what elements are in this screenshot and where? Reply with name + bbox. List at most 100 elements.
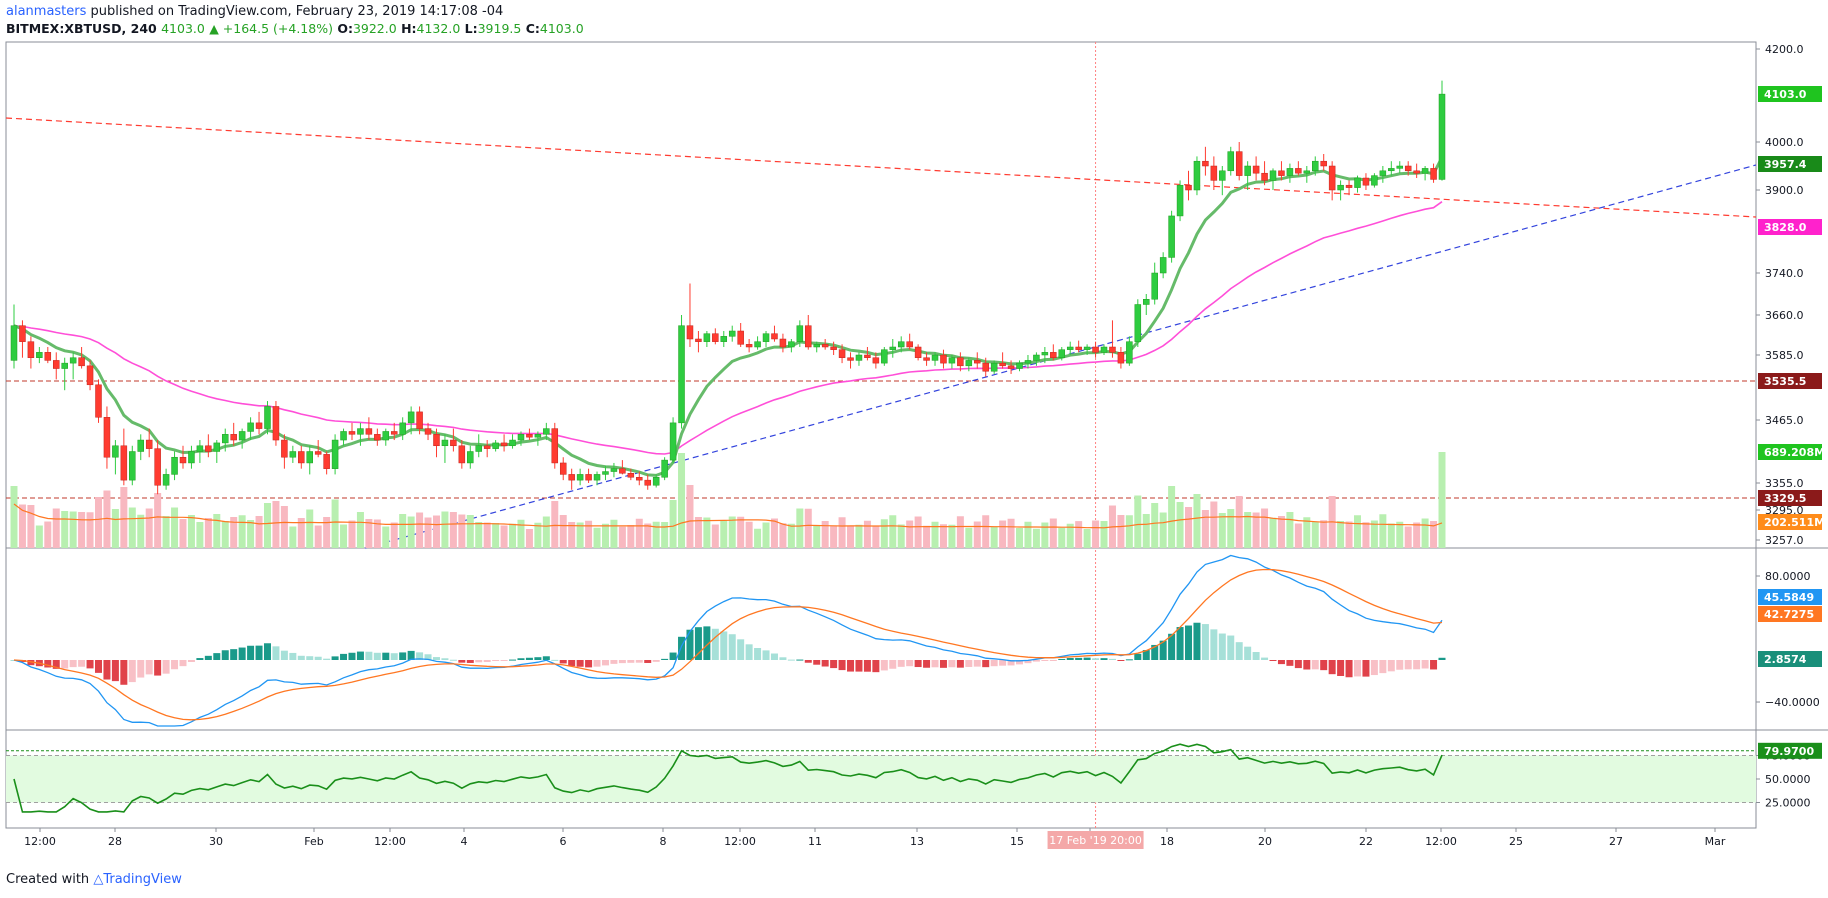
candle-body bbox=[838, 349, 846, 358]
volume-bar bbox=[1430, 521, 1438, 548]
candle-body bbox=[517, 434, 525, 441]
macd-bar bbox=[272, 646, 280, 660]
volume-bar bbox=[999, 520, 1007, 548]
macd-bar bbox=[247, 645, 255, 660]
volume-bar bbox=[492, 523, 500, 548]
volume-bar bbox=[923, 525, 931, 548]
price-badge bbox=[1758, 444, 1822, 460]
candle-body bbox=[1303, 170, 1311, 174]
macd-bar bbox=[990, 660, 998, 667]
volume-bar bbox=[542, 516, 550, 548]
tradingview-brand[interactable]: TradingView bbox=[103, 872, 182, 887]
author-link[interactable]: alanmasters bbox=[6, 4, 87, 19]
volume-bar bbox=[585, 520, 593, 548]
volume-bar bbox=[1413, 522, 1421, 548]
candle-body bbox=[957, 357, 964, 367]
macd-bar bbox=[323, 658, 331, 660]
volume-bar bbox=[145, 508, 153, 548]
candle-body bbox=[1286, 168, 1294, 176]
macd-bar bbox=[956, 660, 964, 668]
candle-body bbox=[1050, 352, 1057, 358]
candle-body bbox=[238, 431, 246, 441]
macd-bar bbox=[678, 636, 686, 660]
macd-bar bbox=[999, 660, 1007, 666]
symbol-label[interactable]: BITMEX:XBTUSD, 240 bbox=[6, 21, 157, 36]
candle-body bbox=[1269, 170, 1277, 181]
volume-bar bbox=[762, 522, 770, 548]
volume-bar bbox=[69, 511, 77, 548]
volume-bar bbox=[956, 516, 964, 548]
candle-body bbox=[1033, 354, 1040, 361]
macd-bar bbox=[1286, 660, 1294, 666]
volume-bar bbox=[517, 519, 525, 548]
candle-body bbox=[619, 468, 626, 474]
x-tick-label: 28 bbox=[108, 835, 122, 848]
macd-bar bbox=[770, 653, 778, 660]
macd-bar bbox=[1303, 660, 1311, 670]
candle-body bbox=[1083, 346, 1091, 350]
macd-bar bbox=[1125, 659, 1133, 661]
macd-bar bbox=[525, 657, 533, 660]
rsi-badge-label: 79.9700 bbox=[1764, 745, 1814, 758]
macd-bar bbox=[179, 660, 187, 667]
candle-body bbox=[982, 362, 989, 372]
macd-bar bbox=[1142, 650, 1150, 660]
macd-tick-label: 80.0000 bbox=[1765, 570, 1811, 583]
candle-body bbox=[230, 434, 237, 441]
volume-bar bbox=[711, 524, 719, 548]
price-badge bbox=[1758, 156, 1822, 172]
macd-bar bbox=[1396, 660, 1404, 670]
candle-body bbox=[416, 411, 423, 429]
macd-bar bbox=[1277, 660, 1285, 665]
created-with-text: Created with bbox=[6, 872, 90, 887]
x-tick-label: 11 bbox=[808, 835, 822, 848]
candle-body bbox=[695, 338, 702, 342]
candle-body bbox=[813, 344, 820, 348]
volume-bar bbox=[238, 515, 246, 548]
volume-bar bbox=[1201, 510, 1209, 548]
volume-bar bbox=[509, 523, 517, 548]
candle-body bbox=[1404, 165, 1412, 172]
macd-bar bbox=[263, 643, 271, 660]
macd-bar bbox=[44, 660, 52, 668]
candle-body bbox=[314, 451, 322, 455]
candle-body bbox=[1193, 160, 1201, 191]
fast-ema-line bbox=[13, 156, 1444, 477]
candle-body bbox=[745, 344, 753, 348]
volume-bar bbox=[1117, 515, 1125, 548]
macd-bar bbox=[306, 656, 314, 660]
price-tick-label: 3660.0 bbox=[1765, 309, 1804, 322]
volume-bar bbox=[1320, 520, 1328, 548]
volume-bar bbox=[365, 519, 373, 548]
volume-bar bbox=[1176, 502, 1184, 548]
macd-bar bbox=[1387, 660, 1395, 672]
macd-bar bbox=[568, 660, 576, 667]
close-label: C: bbox=[525, 21, 540, 36]
candle-body bbox=[1362, 177, 1370, 186]
macd-bar bbox=[1108, 658, 1116, 660]
volume-bar bbox=[1100, 521, 1108, 548]
volume-bar bbox=[838, 517, 846, 548]
volume-bar bbox=[1277, 516, 1285, 548]
macd-bar bbox=[94, 660, 102, 673]
macd-bar bbox=[1438, 657, 1446, 660]
rsi-badge bbox=[1758, 742, 1822, 759]
volume-bar bbox=[1168, 486, 1176, 548]
candle-body bbox=[728, 330, 736, 337]
volume-bar bbox=[627, 525, 635, 548]
volume-bar bbox=[94, 497, 102, 548]
rsi-tick-label: 50.0000 bbox=[1765, 773, 1811, 786]
candle-body bbox=[407, 411, 415, 424]
volume-bar bbox=[289, 526, 297, 548]
close-value: 4103.0 bbox=[539, 21, 584, 36]
macd-bar bbox=[1218, 633, 1226, 660]
macd-bar bbox=[652, 660, 660, 662]
candle-body bbox=[1117, 352, 1125, 364]
volume-bar bbox=[1345, 521, 1353, 548]
macd-bar bbox=[517, 658, 525, 660]
volume-bar bbox=[610, 519, 618, 548]
candle-body bbox=[526, 434, 533, 438]
macd-bar bbox=[1168, 633, 1176, 660]
macd-bar bbox=[466, 660, 474, 663]
